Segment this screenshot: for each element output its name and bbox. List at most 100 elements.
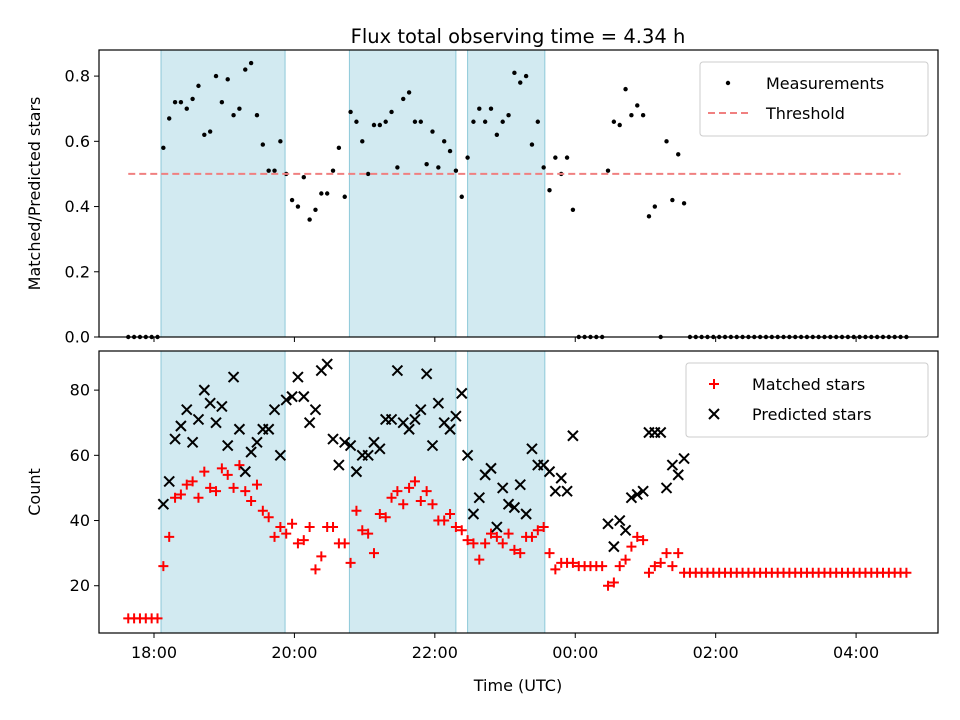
predicted-stars-point [198,384,211,396]
x-tick-label: 02:00 [693,643,739,662]
measurements-point [635,103,640,108]
predicted-stars-point [473,491,486,504]
matched-stars-point [193,492,204,503]
measurements-point [494,132,500,137]
x-axis-label: Time (UTC) [473,676,562,695]
matched-stars-point [287,518,298,529]
matched-stars-point [170,492,181,503]
y-tick-label: 0.0 [65,328,90,347]
predicted-stars-point [181,403,193,416]
matched-stars-point [450,522,461,533]
matched-stars-point [626,541,637,552]
measurements-point [465,155,470,160]
predicted-stars-point [456,387,468,400]
matched-stars-point [368,548,379,559]
y-tick-label: 80 [70,381,90,400]
matched-stars-point [240,486,251,497]
predicted-stars-point [485,462,497,475]
measurements-point [488,106,494,111]
matched-stars-point [509,544,520,555]
predicted-stars-point [555,472,567,484]
predicted-stars-point [251,436,263,448]
measurements-point [307,217,312,222]
predicted-stars-point [496,482,509,494]
measurements-point [605,168,611,173]
matched-stars-point [281,528,292,539]
predicted-stars-point [286,390,298,403]
matched-stars-point [474,554,485,565]
legend-marker-matched-stars [709,379,719,389]
x-tick-label: 20:00 [271,643,317,662]
predicted-stars-point [426,439,439,452]
x-tick-label: 00:00 [552,643,598,662]
predicted-stars-point [321,358,333,370]
matched-stars-point [544,548,555,559]
matched-stars-point [632,531,643,542]
matched-stars-point [661,548,672,559]
shaded-interval [348,350,457,634]
predicted-stars-point [175,420,187,432]
predicted-stars-point [327,433,339,445]
shaded-interval [160,350,286,634]
predicted-stars-point [567,430,579,442]
measurements-point [243,67,248,72]
predicted-stars-point [298,390,310,403]
predicted-stars-point [672,469,684,481]
predicted-stars-point [625,491,638,504]
predicted-stars-point [268,403,281,416]
predicted-stars-point [520,508,532,520]
measurements-point [202,132,207,137]
matched-stars-point [246,495,257,506]
predicted-stars-point [508,501,521,514]
matched-stars-point [468,538,479,549]
measurements-point [611,119,617,124]
predicted-stars-point [491,521,503,533]
measurements-point [623,86,628,92]
legend-box [699,61,929,137]
predicted-stars-point [204,397,216,409]
predicted-stars-point [350,465,363,478]
predicted-stars-point [227,371,240,383]
predicted-stars-point [637,485,649,497]
predicted-stars-point [303,417,316,429]
measurements-point [225,77,230,82]
predicted-stars-point [602,518,614,530]
matched-stars-point [409,476,420,487]
measurements-point [629,113,634,118]
matched-stars-point [439,515,450,526]
measurements-point [424,161,429,167]
measurements-point [441,139,447,144]
measurements-point [512,70,517,76]
matched-stars-point [497,538,508,549]
predicted-stars-point [467,508,480,520]
measurements-point [406,90,412,95]
matched-stars-point [152,613,163,624]
predicted-stars-point [391,364,404,377]
matched-stars-point [673,548,684,559]
predicted-stars-point [274,449,287,462]
bottom-panel-counts: 20 40 60 80 18:00 20:00 22:00 00:00 02:00 04:00 Co… [25,350,939,662]
predicted-stars-point [333,459,345,471]
matched-stars-point [257,505,268,516]
y-tick-label: 0.6 [65,132,90,151]
measurements-point [365,171,371,177]
y-tick-label: 0.4 [65,197,90,216]
matched-stars-point [187,476,198,487]
measurements-point [354,119,359,124]
matched-stars-point [351,505,362,516]
matched-stars-point [456,525,467,536]
matched-stars-point [211,486,222,497]
matched-stars-point [234,460,245,471]
predicted-stars-point [502,498,515,510]
measurements-point [266,168,271,173]
measurements-point [389,109,394,115]
predicted-stars-point [614,514,626,527]
predicted-stars-point [549,485,562,497]
measurements-point [564,155,570,160]
predicted-stars-point [526,443,538,455]
y-axis-label: Count [25,468,44,516]
measurements-point [570,207,576,213]
shaded-interval [160,49,286,338]
predicted-stars-point [654,426,667,439]
